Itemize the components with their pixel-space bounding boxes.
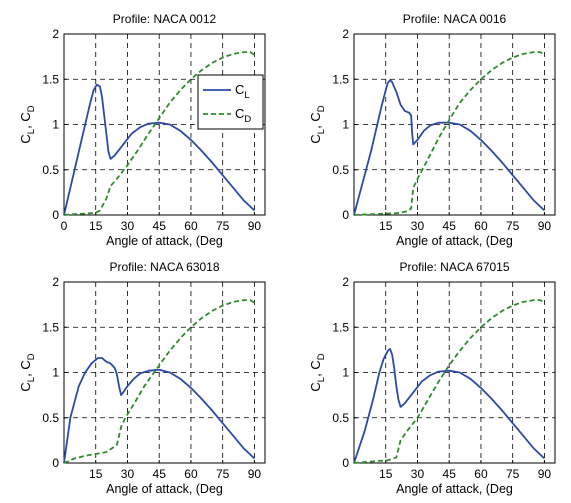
- chart-panel-2: 15 30 45 60 75 90 0 0.5 1 1.5 2 Profile: NACA 0016 A…: [308, 12, 556, 248]
- x-tick-label: 0: [61, 219, 68, 233]
- y-axis-label: CL, CD: [18, 353, 37, 391]
- x-tick-label: 75: [506, 219, 520, 233]
- x-axis-label: Angle of attack, (Deg: [106, 482, 223, 496]
- x-tick-label: 15: [379, 219, 393, 233]
- x-tick-label: 90: [538, 467, 552, 481]
- chart-panel-3: 15 30 45 60 75 90 0 0.5 1 1.5 2 Profile: NACA 63018…: [18, 260, 266, 496]
- y-tick-label: 0.5: [332, 163, 349, 177]
- y-tick-label: 1: [52, 118, 59, 132]
- x-tick-label: 60: [184, 467, 198, 481]
- chart-panel-1: 0 15 30 45 60 75 90 0 0.5 1 1.5 2 Profile: NACA 0012…: [18, 12, 266, 248]
- y-tick-label: 1.5: [42, 72, 59, 86]
- x-tick-label: 75: [216, 467, 230, 481]
- y-tick-label: 1.5: [42, 320, 59, 334]
- chart-title: Profile: NACA 0012: [113, 12, 217, 26]
- x-tick-label: 90: [538, 219, 552, 233]
- y-tick-label: 0: [52, 208, 59, 222]
- y-axis-label: CL, CD: [308, 353, 327, 391]
- y-tick-label: 0: [342, 208, 349, 222]
- x-tick-label: 30: [411, 467, 425, 481]
- series-cd-line: [63, 299, 255, 464]
- x-tick-label: 30: [411, 219, 425, 233]
- y-tick-label: 2: [52, 275, 59, 289]
- x-axis-label: Angle of attack, (Deg: [396, 234, 513, 248]
- y-tick-label: 0.5: [42, 411, 59, 425]
- series-cl-line: [63, 83, 256, 216]
- x-tick-label: 15: [89, 219, 103, 233]
- x-tick-label: 60: [474, 219, 488, 233]
- chart-title: Profile: NACA 63018: [109, 260, 219, 274]
- x-tick-label: 15: [89, 467, 103, 481]
- y-tick-label: 2: [342, 27, 349, 41]
- series-cl-line: [353, 79, 546, 216]
- x-axis-label: Angle of attack, (Deg: [106, 234, 223, 248]
- y-tick-label: 0: [52, 456, 59, 470]
- x-tick-label: 30: [121, 467, 135, 481]
- x-tick-label: 60: [474, 467, 488, 481]
- y-tick-label: 1: [52, 366, 59, 380]
- x-tick-label: 30: [121, 219, 135, 233]
- x-tick-label: 45: [443, 219, 457, 233]
- x-tick-label: 15: [379, 467, 393, 481]
- y-tick-label: 1.5: [332, 320, 349, 334]
- y-tick-label: 0.5: [42, 163, 59, 177]
- y-tick-label: 2: [52, 27, 59, 41]
- x-tick-label: 45: [153, 467, 167, 481]
- y-tick-label: 1: [342, 118, 349, 132]
- y-tick-label: 1: [342, 366, 349, 380]
- y-axis-label: CL, CD: [18, 105, 37, 143]
- y-tick-label: 1.5: [332, 72, 349, 86]
- x-tick-label: 75: [216, 219, 230, 233]
- legend: CL CD: [197, 74, 264, 130]
- x-axis-label: Angle of attack, (Deg: [396, 482, 513, 496]
- legend-label-d: CD: [235, 106, 251, 125]
- series-cl-line: [353, 348, 546, 464]
- x-tick-label: 45: [443, 467, 457, 481]
- x-tick-label: 45: [153, 219, 167, 233]
- y-axis-label: CL, CD: [308, 105, 327, 143]
- y-tick-label: 2: [342, 275, 349, 289]
- chart-title: Profile: NACA 67015: [399, 260, 509, 274]
- x-tick-label: 90: [248, 219, 262, 233]
- legend-label-l: CL: [235, 82, 250, 101]
- x-tick-label: 60: [184, 219, 198, 233]
- legend-box: [197, 74, 264, 130]
- chart-panel-4: 15 30 45 60 75 90 0 0.5 1 1.5 2 Profile: NACA 67015…: [308, 260, 556, 496]
- chart-title: Profile: NACA 0016: [403, 12, 507, 26]
- y-tick-label: 0: [342, 456, 349, 470]
- series-cl-line: [63, 357, 256, 464]
- x-tick-label: 75: [506, 467, 520, 481]
- y-tick-label: 0.5: [332, 411, 349, 425]
- series-cd-line: [63, 51, 255, 216]
- x-tick-label: 90: [248, 467, 262, 481]
